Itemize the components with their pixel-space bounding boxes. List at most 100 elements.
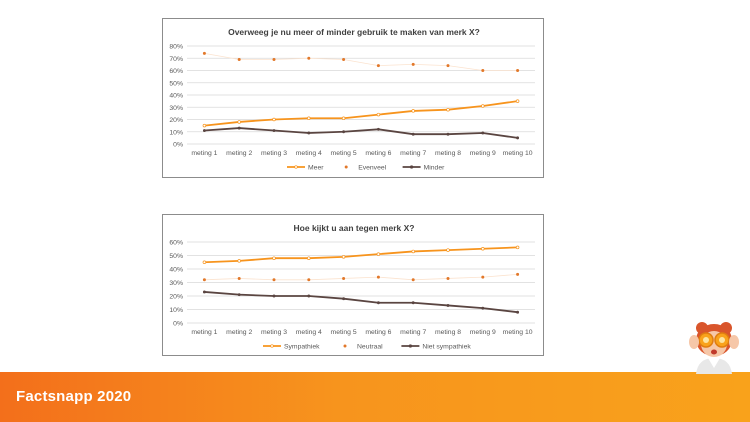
data-point [272,57,276,61]
data-point [272,278,276,282]
data-point [342,57,346,61]
legend-marker-dot [270,344,274,348]
data-point [411,278,415,282]
x-tick-label: meting 6 [365,329,391,336]
x-tick-label: meting 6 [365,150,391,157]
data-point [446,64,450,68]
chart-title: Hoe kijkt u aan tegen merk X? [294,223,415,233]
data-point [411,132,415,136]
data-point [341,255,346,259]
data-point [516,272,520,276]
data-point [202,129,206,132]
legend-label: Meer [308,165,324,172]
x-tick-label: meting 7 [400,150,426,157]
data-point [515,99,520,103]
data-point [307,278,311,282]
data-point [481,131,485,135]
legend-marker [343,344,347,348]
y-tick-label: 60% [169,240,183,247]
x-tick-label: meting 3 [261,150,287,157]
y-tick-label: 10% [169,307,183,314]
footer-title: Factsnapp 2020 [16,388,132,405]
data-point [237,276,241,280]
chart-usage-intention-svg: Overweeg je nu meer of minder gebruik te… [169,27,535,172]
legend-marker-dot [294,165,298,169]
data-point [307,131,311,135]
legend-marker-dot [409,165,414,169]
series-line-evenveel [204,52,518,71]
chart-brand-attitude: Hoe kijkt u aan tegen merk X? 0% 10% 20% 30… [162,214,544,356]
data-point [272,256,276,260]
series-line-meer [204,100,518,127]
mascot-binoculars-icon [689,322,739,374]
y-tick-label: 30% [169,105,183,112]
x-tick-label: meting 8 [435,150,461,157]
data-point [202,123,207,128]
x-tick-label: meting 10 [503,329,533,336]
y-tick-label: 50% [169,253,183,260]
y-tick-label: 60% [169,68,183,75]
data-point [307,256,311,260]
x-tick-label: meting 4 [296,150,322,157]
data-point [411,301,415,305]
data-point [446,303,450,307]
data-point [376,252,381,256]
data-point [342,130,346,134]
y-tick-label: 0% [173,142,183,149]
data-point [446,132,450,136]
data-point [446,248,450,252]
chart-usage-intention: Overweeg je nu meer of minder gebruik te… [162,18,544,178]
data-point [307,294,311,298]
series-line-minder [204,127,518,139]
data-point [481,246,485,251]
data-point [376,127,380,131]
y-tick-label: 20% [169,294,183,301]
data-point [307,56,311,60]
legend-label: Neutraal [357,344,383,351]
x-tick-label: meting 1 [191,329,217,336]
data-point [272,129,276,132]
x-tick-label: meting 3 [261,329,287,336]
data-point [341,116,346,121]
x-tick-label: meting 7 [400,329,426,336]
y-tick-label: 0% [173,321,183,328]
y-tick-label: 40% [169,93,183,100]
data-point [202,51,206,55]
data-point [481,69,485,72]
y-tick-label: 50% [169,80,183,87]
legend-label: Niet sympathiek [422,344,471,351]
data-point [411,249,415,254]
data-point [307,116,311,121]
series-line-niet-sympathiek [204,291,518,314]
data-point [237,293,241,297]
data-point [342,297,346,301]
data-point [272,117,276,122]
data-point [237,57,241,61]
data-point [516,310,520,314]
data-point [272,294,276,298]
legend-marker [344,165,348,169]
data-point [237,126,241,130]
x-tick-label: meting 4 [296,329,322,336]
data-point [411,62,415,66]
legend-label: Sympathiek [284,344,320,351]
chart-title: Overweeg je nu meer of minder gebruik te… [228,27,480,37]
chart-brand-attitude-svg: Hoe kijkt u aan tegen merk X? 0% 10% 20% 30… [169,223,535,351]
data-point [376,275,380,279]
legend-label: Minder [424,165,446,172]
data-point [342,276,346,280]
data-point [446,276,450,280]
data-point [237,259,241,263]
y-tick-label: 20% [169,117,183,124]
x-tick-label: meting 9 [470,150,496,157]
x-tick-label: meting 2 [226,150,252,157]
x-tick-label: meting 5 [331,329,357,336]
data-point [237,120,241,124]
series-line-neutraal [204,274,518,281]
data-point [446,107,450,112]
data-point [411,109,415,113]
y-tick-label: 80% [169,44,183,51]
data-point [516,136,520,140]
y-tick-label: 40% [169,267,183,274]
data-point [202,278,206,282]
